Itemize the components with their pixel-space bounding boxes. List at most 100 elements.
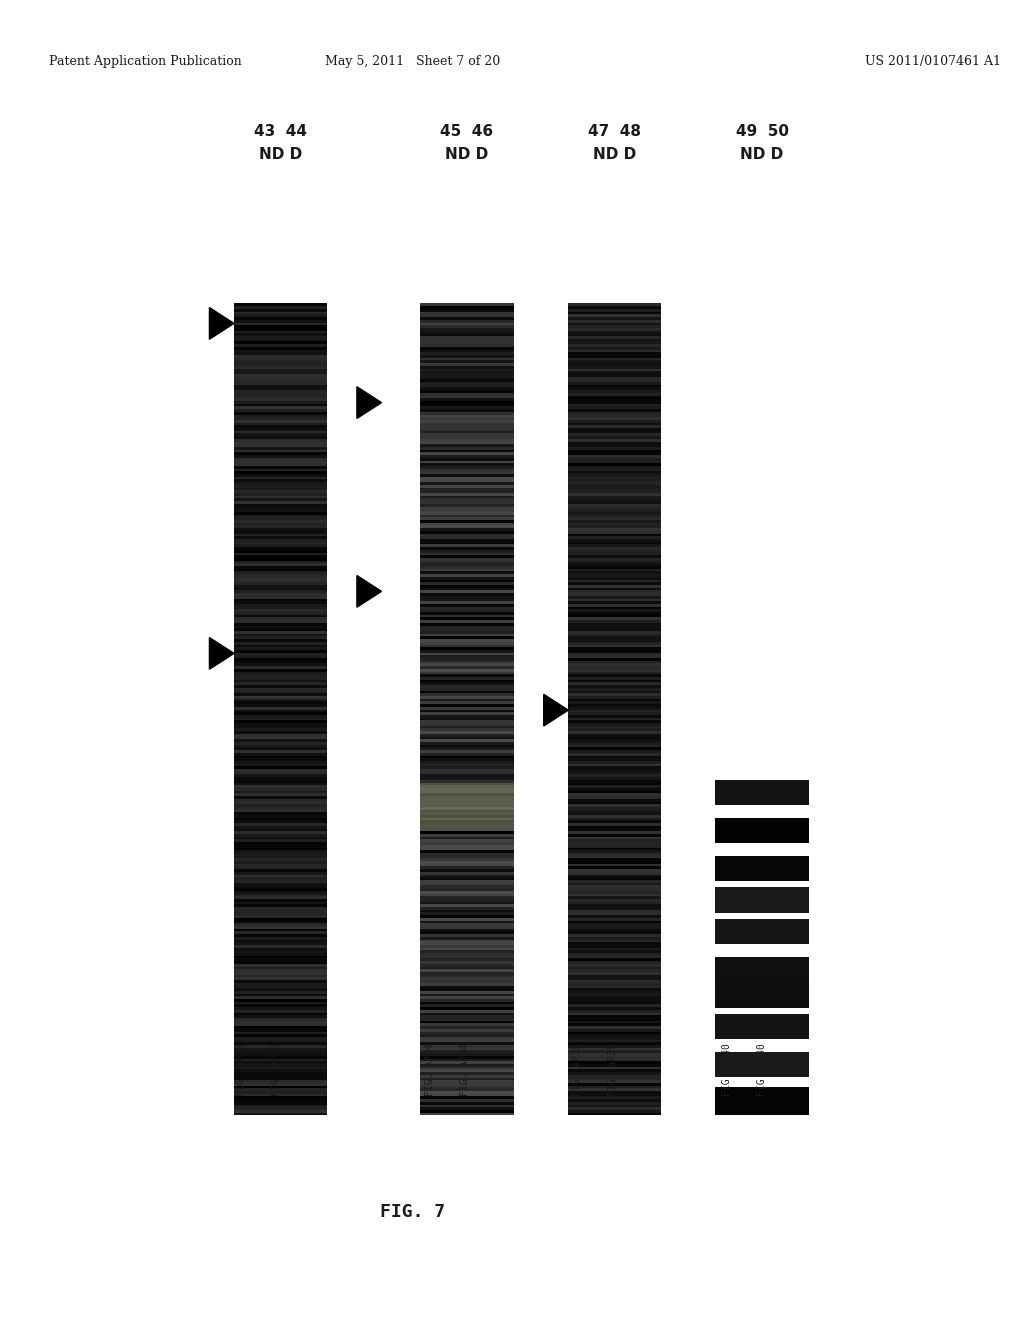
Bar <box>420 682 514 685</box>
Bar <box>568 937 662 940</box>
Bar <box>568 696 662 698</box>
Bar <box>568 396 662 399</box>
Text: Patent Application Publication: Patent Application Publication <box>49 55 242 69</box>
Bar <box>420 847 514 850</box>
Text: ND D: ND D <box>593 148 636 162</box>
Bar <box>568 785 662 788</box>
Bar <box>233 752 327 755</box>
Bar <box>568 737 662 739</box>
Bar <box>233 1072 327 1074</box>
Bar <box>233 636 327 639</box>
Bar <box>420 969 514 972</box>
Bar <box>233 603 327 607</box>
Bar <box>233 855 327 858</box>
Bar <box>568 739 662 742</box>
Bar <box>568 414 662 417</box>
Bar <box>420 447 514 450</box>
Bar <box>420 909 514 912</box>
Bar <box>233 915 327 917</box>
Bar <box>420 904 514 907</box>
Bar <box>420 731 514 734</box>
Bar <box>568 793 662 796</box>
Bar <box>233 631 327 634</box>
Bar <box>568 572 662 574</box>
Bar <box>568 974 662 977</box>
Text: May 5, 2011   Sheet 7 of 20: May 5, 2011 Sheet 7 of 20 <box>326 55 501 69</box>
Bar <box>568 546 662 550</box>
Bar <box>568 758 662 760</box>
Bar <box>420 696 514 698</box>
Bar <box>233 950 327 953</box>
Bar <box>233 677 327 680</box>
Bar <box>420 471 514 474</box>
Bar <box>233 574 327 577</box>
Bar <box>420 729 514 731</box>
Bar <box>568 345 662 347</box>
Bar <box>568 525 662 528</box>
Bar <box>568 1031 662 1035</box>
Bar <box>420 376 514 379</box>
Bar <box>233 420 327 422</box>
Bar <box>420 639 514 642</box>
Bar <box>420 590 514 593</box>
Bar <box>233 772 327 775</box>
Bar <box>233 940 327 942</box>
Bar <box>420 780 514 783</box>
Bar <box>420 306 514 309</box>
Text: 43  44: 43 44 <box>254 124 307 139</box>
Bar <box>420 1077 514 1080</box>
Bar <box>568 574 662 577</box>
Bar <box>233 384 327 388</box>
Bar <box>233 1010 327 1012</box>
Bar <box>568 682 662 685</box>
Bar <box>420 858 514 861</box>
Bar <box>233 504 327 507</box>
Bar <box>420 772 514 775</box>
Bar <box>233 902 327 904</box>
Bar <box>420 404 514 407</box>
Bar <box>233 1028 327 1031</box>
Bar <box>568 1080 662 1082</box>
Bar <box>568 552 662 556</box>
Bar <box>233 615 327 618</box>
Bar <box>568 714 662 718</box>
Bar <box>233 453 327 455</box>
Bar <box>420 453 514 455</box>
Bar <box>420 393 514 396</box>
Bar <box>568 804 662 807</box>
Bar <box>233 350 327 352</box>
Bar <box>568 1072 662 1074</box>
Bar <box>568 902 662 904</box>
Bar <box>420 886 514 888</box>
Bar <box>420 1059 514 1061</box>
Bar <box>568 942 662 945</box>
Bar <box>420 989 514 991</box>
Bar <box>420 484 514 487</box>
Bar <box>420 618 514 620</box>
Bar <box>233 945 327 948</box>
Bar <box>233 1100 327 1102</box>
Bar <box>568 484 662 487</box>
Bar <box>420 940 514 942</box>
Bar <box>420 1072 514 1074</box>
Bar <box>233 339 327 342</box>
Bar <box>568 652 662 655</box>
Bar <box>568 899 662 902</box>
Bar <box>420 956 514 958</box>
Bar <box>568 948 662 950</box>
Bar <box>568 620 662 623</box>
Bar <box>420 601 514 605</box>
Bar <box>568 330 662 334</box>
Bar <box>420 564 514 566</box>
Bar <box>233 948 327 950</box>
Bar <box>568 1036 662 1040</box>
Bar <box>420 652 514 655</box>
Bar <box>420 642 514 644</box>
Bar <box>568 834 662 837</box>
Bar <box>420 690 514 693</box>
Bar <box>568 1097 662 1100</box>
Bar <box>420 649 514 652</box>
Bar <box>420 766 514 770</box>
Bar <box>568 327 662 330</box>
Bar <box>233 690 327 693</box>
